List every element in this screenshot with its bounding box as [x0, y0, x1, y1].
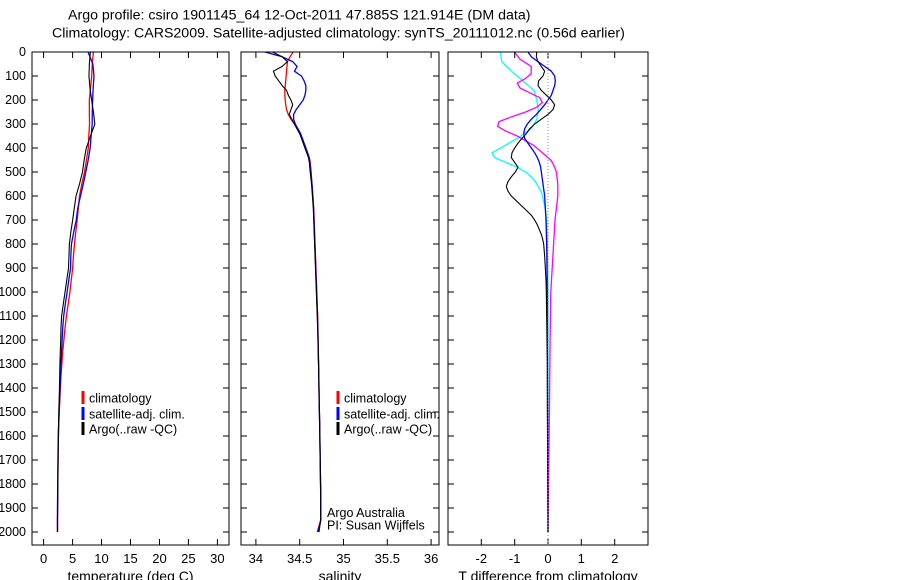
svg-text:0: 0: [544, 551, 551, 566]
svg-text:500: 500: [5, 165, 26, 179]
svg-text:900: 900: [5, 261, 26, 275]
svg-text:1800: 1800: [0, 477, 26, 491]
svg-text:-1: -1: [509, 551, 521, 566]
svg-text:Argo(..raw -QC): Argo(..raw -QC): [344, 423, 432, 437]
svg-text:Argo(..raw -QC): Argo(..raw -QC): [89, 423, 177, 437]
svg-text:2000: 2000: [0, 525, 26, 539]
svg-text:1400: 1400: [0, 381, 26, 395]
svg-text:400: 400: [5, 141, 26, 155]
svg-text:700: 700: [5, 213, 26, 227]
svg-text:T difference from climatology: T difference from climatology: [458, 568, 637, 580]
svg-text:10: 10: [94, 551, 108, 566]
svg-text:Argo profile: csiro 1901145_64: Argo profile: csiro 1901145_64 12-Oct-20…: [68, 8, 530, 24]
svg-text:climatology: climatology: [89, 392, 152, 406]
svg-text:36: 36: [424, 551, 438, 566]
svg-text:1100: 1100: [0, 309, 26, 323]
svg-text:PI: Susan Wijffels: PI: Susan Wijffels: [327, 519, 425, 533]
svg-text:climatology: climatology: [344, 392, 407, 406]
svg-text:35.5: 35.5: [375, 551, 400, 566]
svg-text:0: 0: [40, 551, 47, 566]
svg-text:35: 35: [336, 551, 350, 566]
svg-text:1600: 1600: [0, 429, 26, 443]
svg-text:-2: -2: [476, 551, 488, 566]
svg-text:1300: 1300: [0, 357, 26, 371]
svg-text:salinity: salinity: [319, 568, 362, 580]
svg-text:1: 1: [578, 551, 585, 566]
svg-text:200: 200: [5, 93, 26, 107]
svg-text:20: 20: [152, 551, 166, 566]
svg-text:25: 25: [181, 551, 195, 566]
svg-text:1000: 1000: [0, 285, 26, 299]
svg-text:Climatology: CARS2009. Satelli: Climatology: CARS2009. Satellite-adjuste…: [52, 26, 625, 42]
svg-text:5: 5: [69, 551, 76, 566]
svg-text:300: 300: [5, 117, 26, 131]
svg-text:2: 2: [611, 551, 618, 566]
svg-text:15: 15: [123, 551, 137, 566]
svg-text:800: 800: [5, 237, 26, 251]
svg-text:1700: 1700: [0, 453, 26, 467]
svg-text:1200: 1200: [0, 333, 26, 347]
svg-text:30: 30: [210, 551, 224, 566]
svg-text:satellite-adj. clim.: satellite-adj. clim.: [89, 408, 185, 422]
svg-text:600: 600: [5, 189, 26, 203]
svg-text:temperature (deg C): temperature (deg C): [67, 568, 193, 580]
svg-text:34: 34: [249, 551, 263, 566]
svg-text:34.5: 34.5: [287, 551, 312, 566]
svg-text:100: 100: [5, 69, 26, 83]
svg-text:satellite-adj. clim.: satellite-adj. clim.: [344, 408, 440, 422]
svg-text:1500: 1500: [0, 405, 26, 419]
svg-text:1900: 1900: [0, 501, 26, 515]
svg-text:0: 0: [19, 45, 26, 59]
